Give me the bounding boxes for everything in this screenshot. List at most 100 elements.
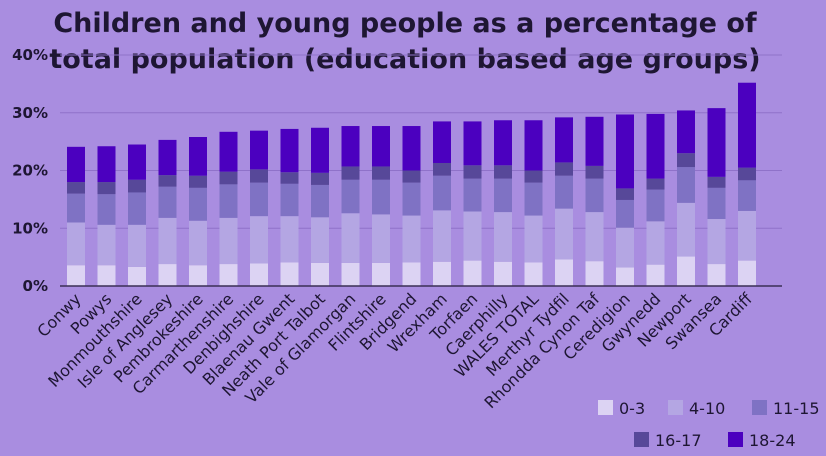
- bar-segment-18-24: [128, 144, 146, 180]
- legend-label: 16-17: [655, 431, 702, 450]
- bar-segment-4-10: [463, 211, 482, 261]
- bar-segment-11-15: [463, 178, 482, 212]
- bar-segment-16-17: [250, 169, 268, 183]
- bar-segment-18-24: [250, 130, 268, 170]
- chart-title-line-1: Children and young people as a percentag…: [53, 8, 757, 39]
- y-tick-label: 20%: [12, 162, 48, 180]
- bar-segment-0-3: [219, 264, 238, 286]
- bar-segment-0-3: [97, 265, 116, 286]
- bar-segment-0-3: [341, 262, 360, 286]
- legend-label: 18-24: [749, 431, 796, 450]
- bar-segment-0-3: [616, 267, 634, 286]
- bar-segment-4-10: [402, 215, 421, 263]
- bar-segment-0-3: [67, 265, 85, 286]
- bar-segment-18-24: [555, 117, 573, 163]
- bar-segment-11-15: [402, 182, 421, 216]
- legend-swatch: [668, 400, 683, 415]
- bar-segment-0-3: [494, 261, 512, 286]
- bar-segment-18-24: [677, 110, 695, 154]
- bar-segment-0-3: [433, 261, 451, 286]
- legend: 0-3 4-10 11-15 16-17 18-24: [598, 399, 820, 450]
- bar-segment-11-15: [707, 187, 726, 220]
- bar-segment-4-10: [372, 214, 390, 263]
- y-axis-ticks: 0% 10% 20% 30% 40%: [12, 46, 48, 295]
- legend-label: 4-10: [689, 399, 725, 418]
- bar-segment-16-17: [311, 172, 329, 185]
- bar-segment-18-24: [524, 120, 543, 171]
- bar-segment-18-24: [585, 116, 604, 166]
- bar-segment-4-10: [189, 220, 207, 266]
- chart-title-line-2: total population (education based age gr…: [49, 44, 760, 75]
- bar-segment-4-10: [646, 221, 665, 265]
- bar-segment-11-15: [128, 192, 146, 225]
- bar-segment-0-3: [677, 256, 695, 286]
- bar-segment-11-15: [250, 182, 268, 217]
- bar-segment-16-17: [372, 166, 390, 180]
- legend-label: 0-3: [619, 399, 645, 418]
- bar-segment-4-10: [555, 208, 573, 260]
- bar-segment-16-17: [707, 176, 726, 188]
- bar-segment-4-10: [707, 219, 726, 265]
- y-tick-label: 30%: [12, 104, 48, 122]
- legend-swatch: [634, 432, 649, 447]
- bar-segment-0-3: [738, 260, 756, 286]
- bar-segment-18-24: [616, 114, 634, 189]
- y-tick-label: 40%: [12, 46, 48, 64]
- bar-segment-16-17: [585, 165, 604, 179]
- bar-segment-4-10: [677, 202, 695, 257]
- bar-segment-16-17: [738, 167, 756, 181]
- bar-segment-11-15: [524, 182, 543, 216]
- bar-segment-11-15: [616, 199, 634, 228]
- bar-segment-0-3: [250, 263, 268, 286]
- bar-segment-0-3: [128, 266, 146, 286]
- bar-segment-4-10: [494, 212, 512, 262]
- bar-segment-16-17: [341, 166, 360, 180]
- bar-segment-11-15: [189, 187, 207, 221]
- bar-segment-16-17: [128, 179, 146, 193]
- bar-segment-16-17: [524, 170, 543, 183]
- bar-segment-4-10: [341, 213, 360, 263]
- bar-segment-16-17: [433, 162, 451, 176]
- bar-segment-11-15: [555, 175, 573, 209]
- bar-segment-0-3: [158, 264, 177, 286]
- bar-segment-18-24: [158, 139, 177, 176]
- bar-segment-18-24: [402, 126, 421, 171]
- bar-segment-11-15: [433, 175, 451, 211]
- bar-segment-18-24: [97, 146, 116, 183]
- bar-segment-16-17: [280, 172, 299, 184]
- bar-segment-4-10: [524, 215, 543, 263]
- bar-segment-18-24: [341, 126, 360, 167]
- bar-segment-11-15: [67, 193, 85, 223]
- bar-segment-0-3: [524, 262, 543, 286]
- bar-segment-16-17: [463, 165, 482, 179]
- bar-segment-11-15: [280, 183, 299, 217]
- legend-swatch: [752, 400, 767, 415]
- bar-segment-4-10: [585, 212, 604, 262]
- bar-segment-4-10: [738, 210, 756, 261]
- bar-segment-11-15: [646, 189, 665, 222]
- bar-segment-0-3: [646, 264, 665, 286]
- bar-segment-11-15: [585, 178, 604, 213]
- bar-segment-0-3: [189, 265, 207, 286]
- y-tick-label: 10%: [12, 219, 48, 237]
- bar-segment-18-24: [311, 127, 329, 173]
- bar-segment-0-3: [585, 261, 604, 286]
- bar-segment-16-17: [646, 178, 665, 190]
- bar-segment-16-17: [494, 165, 512, 179]
- bar-segment-11-15: [677, 167, 695, 203]
- bar-segment-16-17: [67, 182, 85, 194]
- bar-segment-16-17: [219, 171, 238, 185]
- bar-segment-18-24: [280, 128, 299, 173]
- bar-segment-4-10: [128, 224, 146, 267]
- bar-segment-16-17: [158, 175, 177, 187]
- bar-segment-4-10: [616, 227, 634, 268]
- bar-segment-11-15: [158, 186, 177, 218]
- bar-segment-16-17: [677, 153, 695, 168]
- bar-segment-11-15: [341, 179, 360, 214]
- bars: [67, 82, 756, 286]
- bar-segment-11-15: [494, 178, 512, 213]
- bar-segment-18-24: [67, 146, 85, 183]
- bar-segment-0-3: [555, 259, 573, 286]
- bar-segment-0-3: [311, 262, 329, 286]
- bar-segment-0-3: [280, 262, 299, 286]
